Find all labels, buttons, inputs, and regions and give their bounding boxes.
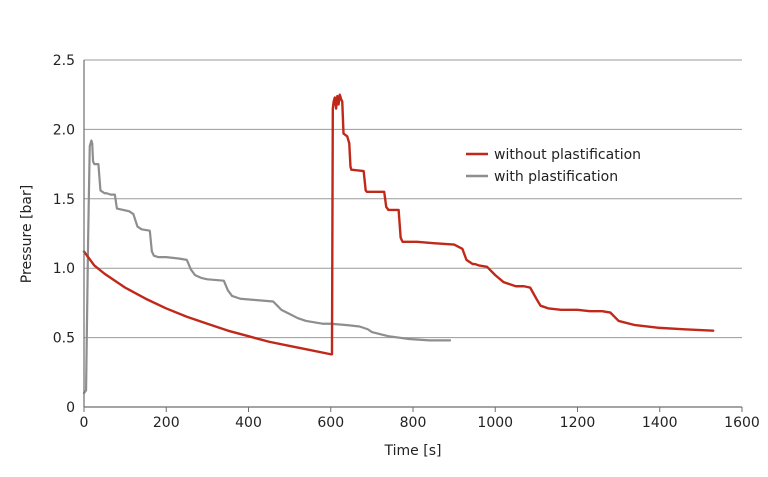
data-series [82,93,715,395]
series-line-with-plastification [82,139,452,395]
x-axis-title: Time [s] [384,443,442,459]
legend: without plastification with plastificatio… [466,147,641,185]
x-tick-label: 1200 [560,415,596,431]
series-line-without-plastification [82,93,715,356]
legend-label-without-plastification: without plastification [494,147,641,163]
axes [83,60,743,412]
legend-label-with-plastification: with plastification [494,169,618,185]
x-tick-label: 1600 [724,415,760,431]
y-tick-label: 1.5 [53,192,75,208]
x-tick-label: 0 [80,415,89,431]
x-tick-label: 600 [317,415,344,431]
x-tick-label: 400 [235,415,262,431]
y-tick-label: 2.0 [53,122,75,138]
x-tick-label: 800 [400,415,427,431]
y-tick-label: 1.0 [53,261,75,277]
y-tick-label: 0.5 [53,331,75,347]
x-tick-label: 1000 [477,415,513,431]
y-tick-labels: 0 0.5 1.0 1.5 2.0 2.5 [53,53,75,416]
y-tick-label: 0 [66,400,75,416]
x-tick-labels: 0 200 400 600 800 1000 1200 1400 1600 [80,415,760,431]
y-axis-title: Pressure [bar] [19,185,35,283]
x-tick-label: 200 [153,415,180,431]
y-tick-label: 2.5 [53,53,75,69]
x-tick-label: 1400 [642,415,678,431]
gridlines [84,59,742,339]
